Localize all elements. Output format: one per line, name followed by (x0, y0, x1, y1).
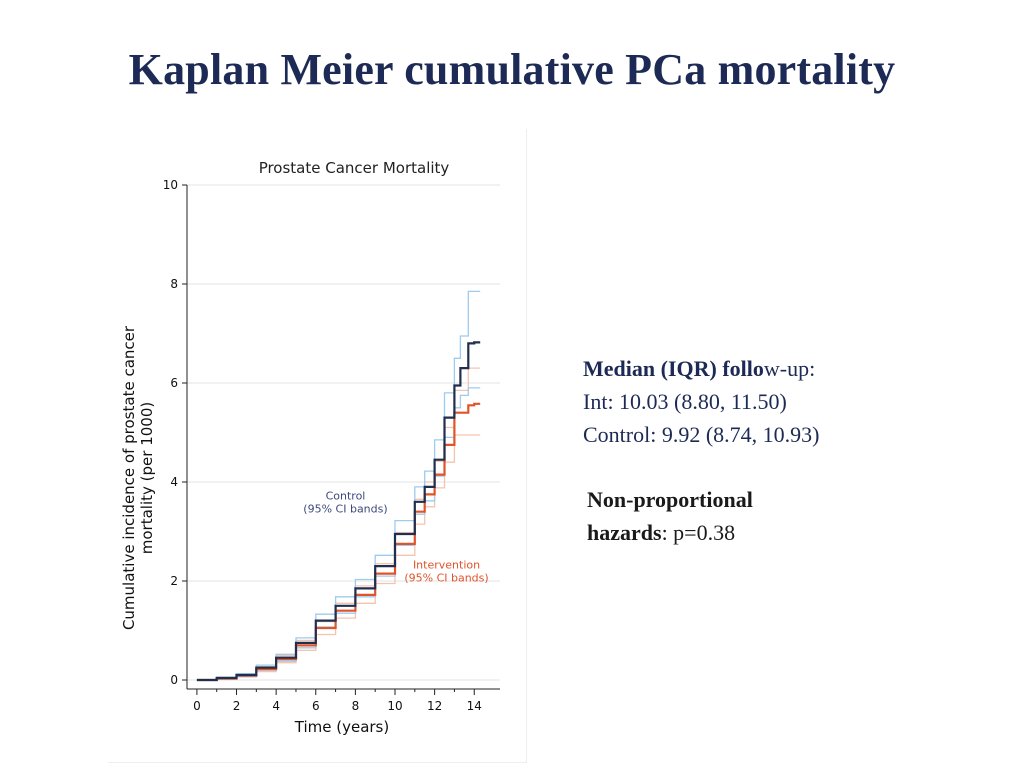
followup-heading: Median (IQR) follow-up: (583, 352, 1003, 385)
y-tick-label-6: 6 (170, 376, 178, 390)
ci-band-layer (196, 290, 481, 681)
y-tick-label-10: 10 (163, 178, 178, 192)
annotation-layer: Control(95% CI bands)Intervention(95% CI… (303, 489, 488, 584)
x-tick-label-0: 0 (193, 699, 201, 713)
y-tick-label-4: 4 (170, 475, 178, 489)
label-layer: Prostate Cancer Mortality Time (years) C… (120, 159, 449, 736)
annotation-0-line2: (95% CI bands) (303, 502, 387, 515)
annotation-1-line1: Intervention (413, 559, 480, 572)
x-tick-label-14: 14 (467, 699, 482, 713)
hazards-value: : p=0.38 (661, 520, 736, 545)
x-tick-label-4: 4 (272, 699, 280, 713)
followup-heading-rest: w-up: (763, 356, 816, 381)
x-tick-label-2: 2 (233, 699, 241, 713)
intervention-ci-lower (196, 434, 481, 681)
followup-heading-bold: Median (IQR) follo (583, 356, 764, 381)
y-tick-label-2: 2 (170, 574, 178, 588)
followup-info: Median (IQR) follow-up: Int: 10.03 (8.80… (583, 352, 1003, 451)
series-layer (196, 341, 481, 682)
x-tick-label-10: 10 (387, 699, 402, 713)
chart-title: Prostate Cancer Mortality (259, 159, 450, 177)
axis-layer: 0 2 4 6 8 10 0 2 4 6 8 10 12 14 (163, 178, 500, 713)
x-tick-label-12: 12 (427, 699, 442, 713)
km-chart-panel: 0 2 4 6 8 10 0 2 4 6 8 10 12 14 Prostate Cancer Morta… (108, 128, 526, 762)
control-ci-lower (196, 387, 481, 681)
x-tick-label-8: 8 (352, 699, 360, 713)
control-km-line (196, 341, 481, 682)
control-ci-upper (196, 290, 481, 681)
grid-layer (187, 184, 500, 681)
annotation-1-line2: (95% CI bands) (404, 572, 488, 585)
annotation-0-line1: Control (326, 489, 366, 502)
y-axis-label-line1: Cumulative incidence of prostate cancer (120, 325, 138, 630)
intervention-km-line (196, 402, 481, 682)
y-tick-label-0: 0 (170, 673, 178, 687)
hazards-info: Non-proportional hazards: p=0.38 (587, 483, 987, 549)
hazards-label-line1: Non-proportional (587, 487, 753, 512)
x-axis-label: Time (years) (294, 718, 389, 736)
y-axis-label-line2: mortality (per 1000) (138, 402, 156, 554)
intervention-ci-upper (196, 367, 481, 681)
km-chart: 0 2 4 6 8 10 0 2 4 6 8 10 12 14 Prostate Cancer Morta… (120, 159, 500, 736)
slide-title: Kaplan Meier cumulative PCa mortality (128, 45, 896, 94)
hazards-label-line2: hazards (587, 520, 662, 545)
y-tick-label-8: 8 (170, 277, 178, 291)
hazards-line2: hazards: p=0.38 (587, 516, 987, 549)
x-tick-label-6: 6 (312, 699, 320, 713)
followup-int: Int: 10.03 (8.80, 11.50) (583, 389, 787, 414)
followup-control: Control: 9.92 (8.74, 10.93) (583, 422, 820, 447)
